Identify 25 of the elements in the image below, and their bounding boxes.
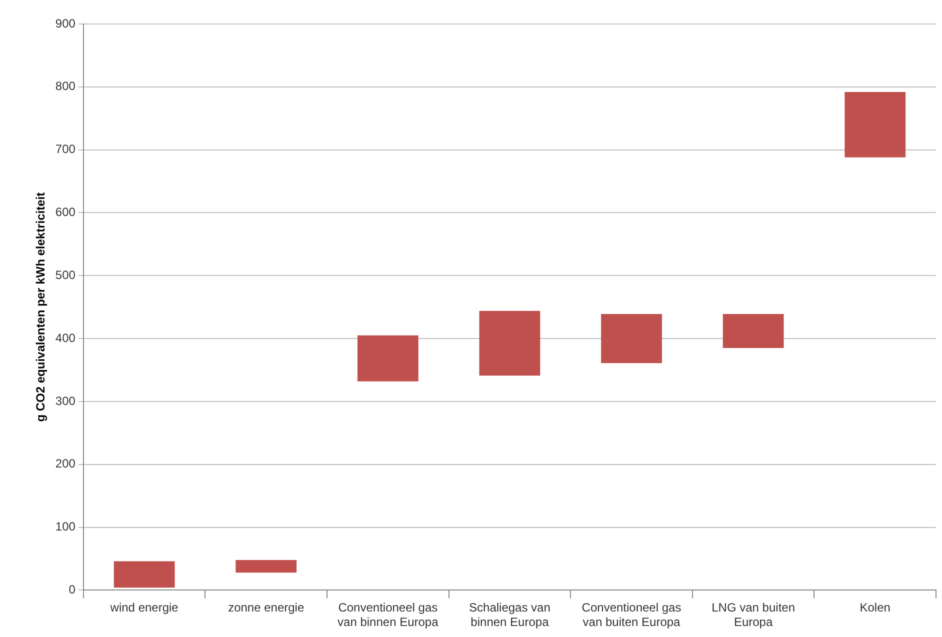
x-tick-label: wind energie — [109, 600, 179, 615]
bar — [114, 561, 175, 588]
x-tick-label: LNG van buiten Europa — [712, 600, 795, 630]
bar — [722, 314, 784, 348]
y-tick-label: 600 — [55, 205, 76, 220]
y-axis-title: g CO2 equivalenten per kWh elektriciteit — [34, 192, 48, 422]
y-tick-label: 100 — [55, 520, 76, 534]
y-tick-label: 500 — [55, 268, 76, 282]
y-tick-label: 800 — [55, 79, 76, 94]
x-tick-label: Conventioneel gas van buiten Europa — [582, 600, 682, 630]
bar — [601, 314, 662, 364]
bar — [357, 335, 418, 382]
x-tick-label: zonne energie — [228, 600, 304, 615]
y-tick-label: 200 — [55, 456, 76, 471]
y-tick-label: 0 — [68, 582, 76, 597]
x-tick-label: Schaliegas van binnen Europa — [469, 600, 550, 630]
y-tick-label: 400 — [55, 330, 76, 345]
y-tick-label: 700 — [55, 142, 76, 156]
bar — [479, 310, 540, 376]
bar — [236, 560, 297, 573]
x-tick-label: Conventioneel gas van binnen Europa — [338, 600, 439, 630]
y-tick-label: 300 — [55, 394, 76, 408]
bar — [844, 92, 906, 158]
y-tick-label: 900 — [55, 16, 76, 30]
x-tick-label: Kolen — [860, 600, 890, 615]
